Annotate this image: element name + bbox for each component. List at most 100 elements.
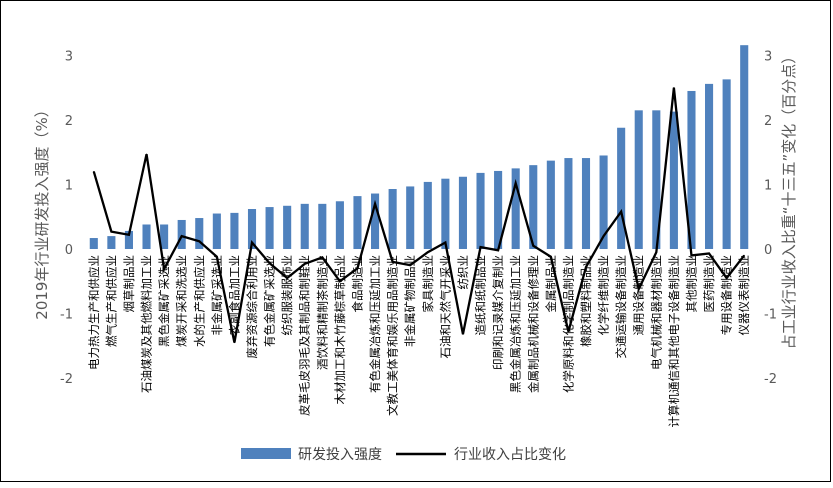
category-label: 家具制造业 <box>421 255 435 313</box>
bar-14 <box>318 203 327 249</box>
category-label: 非金属矿物制品业 <box>403 255 417 347</box>
y2-tick-label: 2 <box>764 114 772 129</box>
bar-19 <box>406 186 415 249</box>
line-point-38 <box>743 254 745 257</box>
line-series <box>92 87 746 344</box>
bar-10 <box>247 209 257 249</box>
category-label: 黑色金属矿采选业 <box>157 255 171 347</box>
category-label: 纺织业 <box>456 255 470 290</box>
y2-tick-label: 3 <box>764 50 772 65</box>
line-path <box>92 87 746 343</box>
bar-28 <box>564 158 573 249</box>
bar-36 <box>705 83 714 249</box>
y-tick-label: -2 <box>60 372 73 387</box>
line-point-26 <box>532 245 534 247</box>
category-labels: 电力热力生产和供应业 燃气生产和供应业 烟草制品业 石油煤炭及其他燃料加工业 黑色金属矿… <box>87 255 751 428</box>
legend: 研发投入强度 行业收入占比变化 <box>241 447 566 463</box>
line-point-9 <box>233 341 236 344</box>
bar-26 <box>529 165 538 249</box>
bar-1 <box>89 238 98 249</box>
line-point-3 <box>128 234 130 236</box>
bar-15 <box>335 201 344 249</box>
bar-25 <box>511 168 520 250</box>
y-axis-title: 2019年行业研发投入强度（%） <box>33 102 51 319</box>
line-point-33 <box>655 251 657 253</box>
category-label: 酒饮料和精制茶制造业 <box>315 255 329 370</box>
bar-29 <box>581 158 591 249</box>
line-point-15 <box>339 280 341 282</box>
category-label: 废弃资源综合利用业 <box>245 255 259 359</box>
category-label: 化学原料和化学制品制造业 <box>561 255 575 393</box>
left-axis-ticks: 3 2 1 0 -1 -2 <box>60 50 73 388</box>
bar-34 <box>669 111 678 250</box>
category-label: 印刷和记录媒介复制业 <box>491 255 505 370</box>
bar-27 <box>546 160 555 249</box>
category-label: 医药制造业 <box>702 255 716 313</box>
category-label: 橡胶和塑料制品业 <box>579 255 593 347</box>
category-label: 木材加工和木竹藤棕草制品业 <box>333 255 347 405</box>
line-point-32 <box>638 288 640 290</box>
category-label: 烟草制品业 <box>122 255 136 313</box>
y2-tick-label: -2 <box>764 372 777 387</box>
bar-32 <box>634 110 643 249</box>
line-point-1 <box>93 171 95 173</box>
line-point-6 <box>181 235 183 237</box>
category-label: 煤炭开采和洗选业 <box>175 255 189 347</box>
bar-38 <box>740 45 749 250</box>
line-point-31 <box>620 210 622 213</box>
y-tick-label: 3 <box>65 50 73 65</box>
bar-24 <box>494 170 503 249</box>
category-label: 非金属矿采选业 <box>210 255 224 336</box>
line-point-28 <box>567 330 570 333</box>
category-label: 金属制品机械和设备修理业 <box>526 255 540 393</box>
line-point-7 <box>198 240 200 242</box>
bar-4 <box>142 224 151 249</box>
line-point-16 <box>356 267 359 269</box>
line-point-36 <box>708 252 710 255</box>
category-label: 文教工美体育和娱乐用品制造业 <box>386 255 400 416</box>
line-point-23 <box>479 246 482 248</box>
line-point-10 <box>251 241 253 244</box>
bar-33 <box>652 110 661 249</box>
category-label: 化学纤维制造业 <box>597 255 611 336</box>
category-label: 计算机通信和其他电子设备制造业 <box>667 255 681 428</box>
y-tick-label: 2 <box>65 114 73 129</box>
bar-7 <box>195 218 204 249</box>
line-point-2 <box>110 230 112 233</box>
line-point-35 <box>690 254 693 257</box>
line-point-18 <box>392 261 394 263</box>
y2-tick-label: 0 <box>764 243 772 258</box>
category-label: 电力热力生产和供应业 <box>87 255 101 370</box>
category-label: 农副食品加工业 <box>227 255 241 336</box>
y-tick-label: -1 <box>60 308 73 323</box>
bar-12 <box>283 205 292 249</box>
y2-tick-label: 1 <box>764 179 772 194</box>
bar-8 <box>212 213 221 249</box>
line-point-14 <box>321 256 323 258</box>
category-label: 食品制造业 <box>350 255 364 313</box>
bar-22 <box>458 176 467 249</box>
bar-35 <box>687 90 696 249</box>
line-point-27 <box>550 256 552 258</box>
line-point-13 <box>304 263 306 265</box>
category-label: 通用设备制造业 <box>632 255 646 336</box>
y-tick-label: 1 <box>65 179 73 194</box>
line-point-4 <box>145 153 148 155</box>
line-point-37 <box>726 277 728 279</box>
line-point-8 <box>216 256 218 258</box>
category-label: 金属制品业 <box>544 255 558 313</box>
category-label: 石油和天然气开采业 <box>438 255 452 359</box>
y2-tick-label: -1 <box>764 308 777 323</box>
line-point-22 <box>462 333 464 335</box>
right-axis-ticks: 3 2 1 0 -1 -2 <box>764 50 777 388</box>
category-label: 纺织服装服饰业 <box>280 255 294 336</box>
legend-line-label: 行业收入占比变化 <box>454 447 566 463</box>
category-label: 电气机械和器材制造业 <box>649 255 663 370</box>
line-point-29 <box>585 266 587 268</box>
bar-20 <box>423 181 432 249</box>
bar-6 <box>177 219 186 249</box>
category-label: 皮革毛皮羽毛及其制品和制鞋业 <box>298 255 312 416</box>
bar-17 <box>371 193 380 249</box>
category-label: 造纸和纸制品业 <box>474 255 488 336</box>
